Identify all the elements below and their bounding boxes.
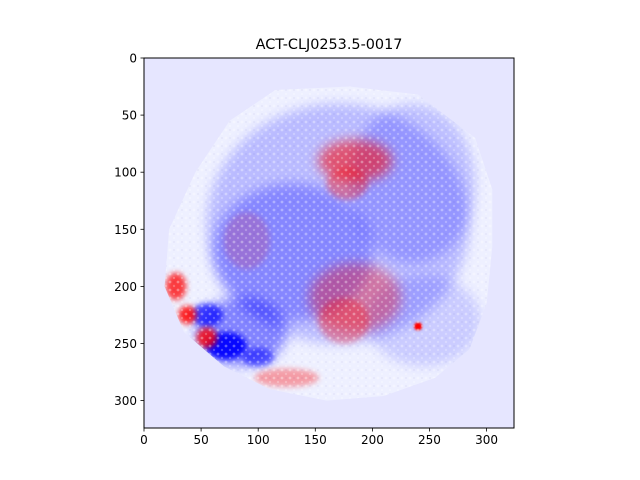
x-tick-label-4: 200 — [361, 433, 384, 447]
y-tick-label-2: 100 — [114, 166, 137, 180]
x-tick-label-6: 300 — [475, 433, 498, 447]
chart-title: ACT-CLJ0253.5-0017 — [256, 37, 403, 53]
noise-texture — [164, 86, 493, 401]
plot-area — [144, 58, 514, 428]
x-tick-label-0: 0 — [140, 433, 148, 447]
y-tick-label-4: 200 — [114, 280, 137, 294]
y-tick-label-0: 0 — [129, 52, 137, 66]
x-tick-label-5: 250 — [418, 433, 441, 447]
survey-footprint — [164, 86, 493, 401]
y-tick-label-1: 50 — [122, 109, 137, 123]
x-tick-label-2: 100 — [247, 433, 270, 447]
y-axis: 0 50 100 150 200 250 300 — [114, 52, 144, 408]
x-tick-label-1: 50 — [193, 433, 208, 447]
x-axis: 0 50 100 150 200 250 300 — [140, 428, 498, 447]
y-tick-label-6: 300 — [114, 394, 137, 408]
y-tick-label-5: 250 — [114, 337, 137, 351]
axes-frame — [143, 57, 515, 429]
y-tick-label-3: 150 — [114, 223, 137, 237]
x-tick-label-3: 150 — [304, 433, 327, 447]
